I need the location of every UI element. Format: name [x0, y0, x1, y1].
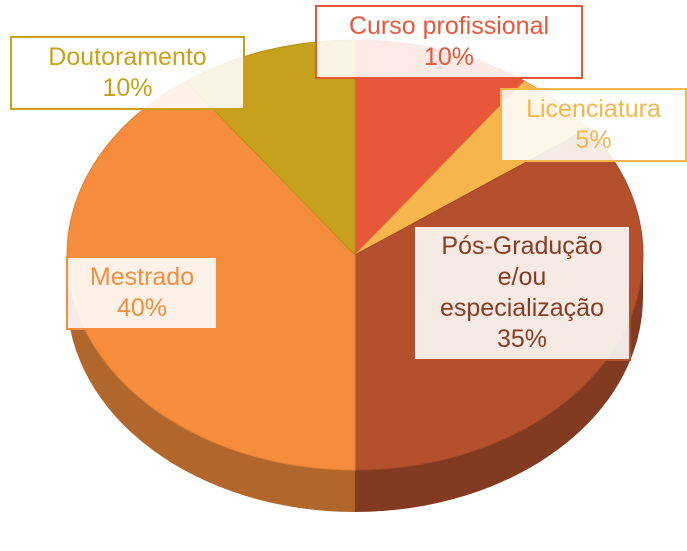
- label-value: 40%: [116, 294, 168, 322]
- slice-side: [67, 255, 355, 512]
- label-name: Doutoramento: [48, 43, 207, 71]
- label-value: 10%: [423, 43, 475, 71]
- data-label: Licenciatura 5%: [500, 88, 687, 162]
- data-label: Doutoramento 10%: [10, 36, 245, 110]
- data-label: Curso profissional 10%: [315, 5, 583, 79]
- label-name: Mestrado: [89, 263, 195, 291]
- label-name: Licenciatura: [526, 95, 661, 123]
- label-value: 5%: [575, 126, 612, 154]
- label-name: Pós-Gradução e/ou especialização: [440, 232, 604, 322]
- label-value: 35%: [496, 325, 548, 353]
- label-value: 10%: [102, 74, 153, 102]
- label-name: Curso profissional: [348, 12, 550, 40]
- data-label: Pós-Gradução e/ou especialização 35%: [413, 225, 631, 361]
- data-label: Mestrado 40%: [66, 256, 218, 330]
- slice-side: [355, 255, 643, 512]
